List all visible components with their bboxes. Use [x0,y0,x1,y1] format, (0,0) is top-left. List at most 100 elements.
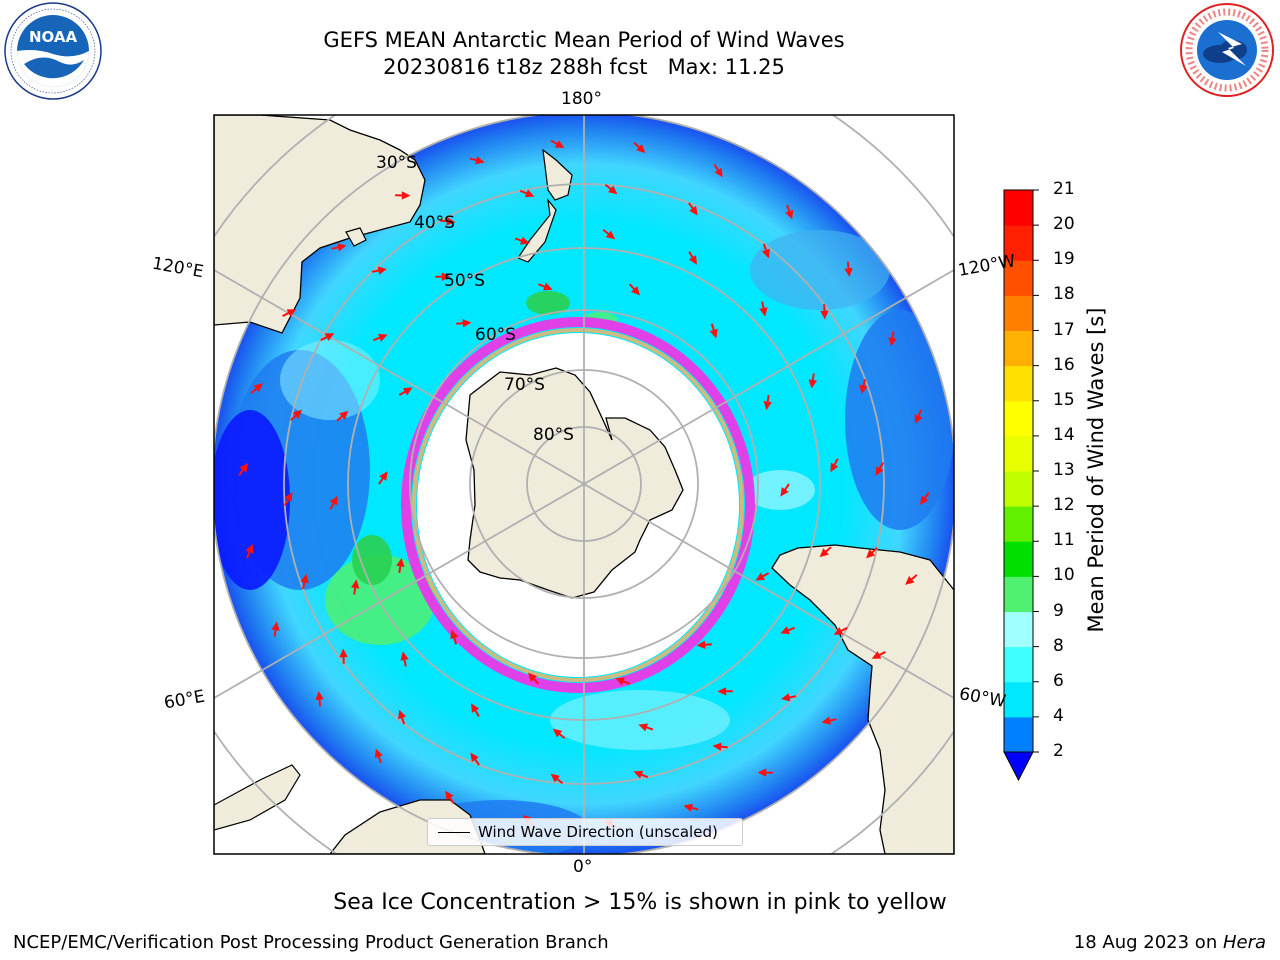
wave-arrow-head [615,677,626,686]
colorbar-segment [1004,681,1033,718]
wave-arrow-head [833,627,844,635]
wave-arrow-head [315,691,324,701]
chart-subtitle: 20230816 t18z 288h fcst Max: 11.25 [383,55,785,79]
wave-arrow-head [401,191,411,200]
lat-label-30s: 30°S [376,153,417,173]
map-border [213,114,955,855]
lon-label-0: 0° [573,857,593,877]
graticule [214,115,954,854]
colorbar-segment [1004,330,1033,367]
wave-arrow-head [377,266,387,275]
sea-ice-note: Sea Ice Concentration > 15% is shown in … [333,890,947,915]
wave-arrow-head [292,409,302,419]
wave-arrow-head [844,267,853,277]
wave-arrow-head [755,572,766,581]
colorbar-segment [1004,260,1033,296]
wave-arrow-head [398,709,407,720]
colorbar-segment [1004,435,1033,472]
wave-arrow-head [709,328,718,339]
colorbar-tick-label: 16 [1053,354,1075,375]
colorbar-tick-label: 6 [1053,670,1064,691]
wave-arrow-head [888,337,897,347]
colorbar-tick-label: 4 [1053,705,1064,726]
wave-arrow-head [524,189,535,198]
wave-arrow-head [554,140,565,148]
south-america-land [771,544,954,854]
colorbar-tick-label: 18 [1053,284,1075,305]
wave-arrow-head [633,770,644,779]
wave-arrow-head [527,672,537,682]
wave-arrow-head [763,400,772,411]
lon-label-180: 180° [561,89,602,109]
wave-arrow-head [683,803,693,812]
colorbar-tick-label: 12 [1053,495,1075,516]
colorbar-tick-label: 11 [1053,530,1075,551]
map-legend: Wind Wave Direction (unscaled) [427,818,743,846]
wave-arrow-head [714,167,723,178]
wave-arrow-head [914,414,923,425]
wave-arrow-head [785,209,794,220]
wave-arrow-head [471,703,480,713]
legend-line-swatch [438,831,470,833]
wave-arrow-head [919,495,929,506]
national-weather-service-logo [1180,3,1274,97]
wave-arrow-head [339,648,348,658]
colorbar-tick-label: 8 [1053,635,1064,656]
wave-arrow-head [688,255,697,265]
date-line: 18 Aug 2023 on Hera [1074,932,1266,953]
wave-arrow-head [608,185,618,195]
wave-arrow-head [239,462,249,473]
colorbar-segment [1004,646,1033,683]
colorbar-segment [1004,506,1033,542]
colorbar-tick-label: 17 [1053,319,1075,340]
wave-arrow-head [638,723,648,732]
wave-arrow-head [286,309,297,317]
wave-arrow-head [470,752,479,763]
colorbar [1003,189,1039,782]
wave-arrow-head [871,651,882,659]
wave-arrow-head [875,466,884,476]
wave-arrow-head [542,282,553,291]
wave-arrow-head [759,307,768,317]
wave-arrow-head [441,272,451,281]
colorbar-tick-label: 15 [1053,389,1075,410]
wave-arrow-head [821,716,831,725]
wave-arrow-head [820,310,829,320]
colorbar-segment [1004,576,1033,612]
colorbar-segment [1004,611,1033,648]
wind-wave-arrows [238,139,930,829]
colorbar-segment [1004,471,1033,507]
colorbar-segment [1004,295,1033,331]
wave-arrow-head [337,243,347,252]
colorbar-segment [1004,541,1033,577]
colorbar-segment [1004,365,1033,402]
wave-arrow-head [757,768,767,777]
wave-arrow-head [781,693,791,702]
wave-arrow-head [859,384,868,395]
chart-title: GEFS MEAN Antarctic Mean Period of Wind … [323,28,845,52]
wave-arrow-head [253,383,263,393]
wave-arrow-head [378,333,388,342]
wave-arrow-head [689,205,698,216]
wave-arrow-head [696,640,706,649]
wave-arrow-head [717,687,727,696]
wave-arrow-head [905,575,915,585]
antarctica-land [465,367,684,599]
colorbar-tick-label: 14 [1053,424,1075,445]
wave-arrow-head [245,543,254,554]
wave-arrow-head [819,548,829,558]
colorbar-under-triangle [1003,751,1034,782]
svg-text:NOAA: NOAA [29,28,78,46]
wave-arrow-head [712,742,722,751]
wave-arrow-head [780,626,790,635]
new-zealand-land [542,148,573,201]
wave-arrow-head [631,286,641,296]
wave-arrow-head [552,728,563,738]
lat-label-40s: 40°S [414,213,455,233]
wave-arrow-head [462,319,472,328]
colorbar-tick-label: 9 [1053,600,1064,621]
wave-arrow-head [550,773,560,783]
wave-arrow-head [400,651,409,661]
wave-arrow-head [830,462,839,473]
wave-arrow-head [445,790,454,801]
